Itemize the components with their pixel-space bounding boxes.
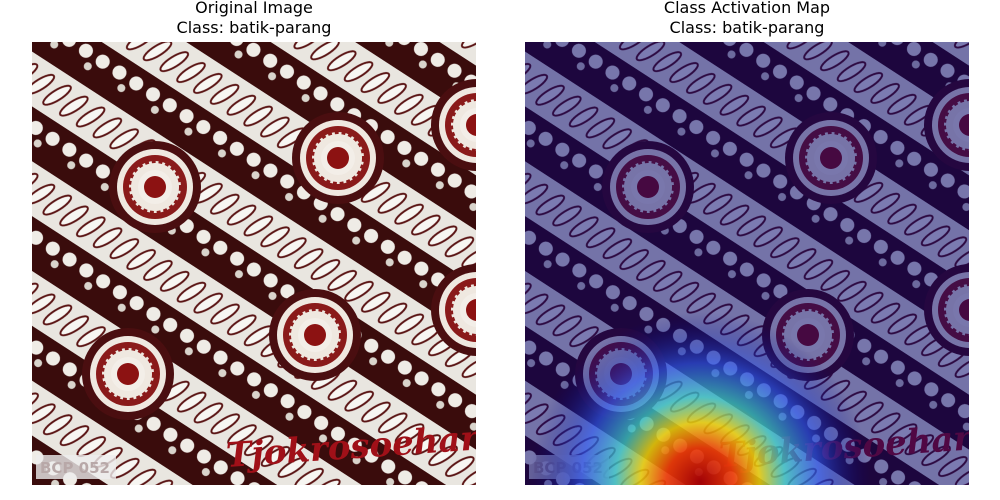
original-image: BCP 052 Tjokrosoeharto: [32, 42, 476, 485]
panel-title: Class Activation Map: [664, 0, 830, 17]
panel-subtitle: Class: batik-parang: [670, 18, 825, 37]
panel-subtitle: Class: batik-parang: [177, 18, 332, 37]
activation-map: BCP 052 Tjokrosoeharto: [525, 42, 969, 485]
watermark: BCP 052: [40, 459, 110, 477]
panel-title: Original Image: [195, 0, 313, 17]
